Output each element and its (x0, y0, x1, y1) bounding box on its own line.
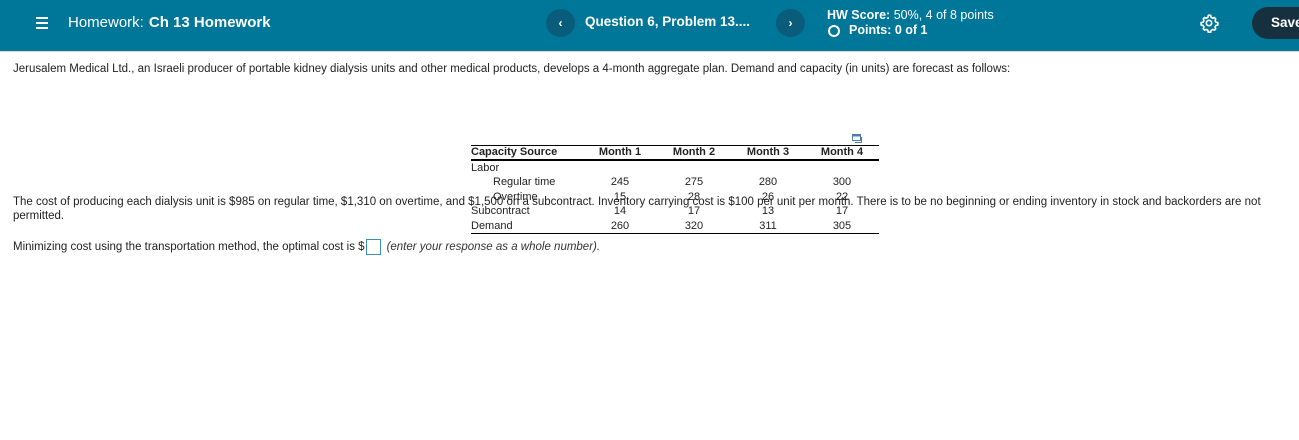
cell (657, 160, 731, 175)
row-label: Subcontract (471, 205, 530, 218)
status-circle-icon (828, 24, 840, 37)
cell: 275 (684, 176, 704, 189)
answer-line: Minimizing cost using the transportation… (13, 239, 600, 255)
chevron-right-icon: › (788, 16, 793, 30)
expand-table-icon[interactable] (852, 134, 863, 143)
cell: 15 (613, 190, 627, 203)
next-question-button[interactable]: › (776, 9, 805, 37)
hw-score-value: 50%, 4 of 8 points (893, 8, 994, 22)
cell: 22 (835, 190, 849, 203)
question-label[interactable]: Question 6, Problem 13.... (585, 14, 751, 29)
capacity-demand-table: Capacity Source Month 1 Month 2 Month 3 … (471, 145, 879, 234)
table-row-regular-time: Regular time 245 275 280 300 (471, 175, 879, 190)
cell: 320 (657, 218, 731, 234)
optimal-cost-input[interactable] (365, 239, 381, 255)
table-row-overtime: Overtime 15 28 26 22 (471, 190, 879, 205)
top-bar: Homework: Ch 13 Homework ‹ Question 6, Pr… (0, 0, 1299, 52)
row-label: Regular time (493, 176, 556, 189)
header-capacity-source: Capacity Source (471, 145, 583, 161)
cell: 28 (687, 190, 701, 203)
answer-hint: (enter your response as a whole number). (386, 241, 601, 253)
cell: 14 (613, 205, 627, 218)
points-label: Points: (849, 23, 892, 37)
score-panel: HW Score: 50%, 4 of 8 points Points: 0 o… (827, 8, 994, 38)
cell: 260 (583, 218, 657, 234)
cell: 17 (687, 205, 701, 218)
hamburger-menu-icon[interactable] (34, 14, 52, 32)
row-label: Labor (471, 162, 500, 174)
problem-intro: Jerusalem Medical Ltd., an Israeli produ… (13, 63, 1011, 75)
save-button[interactable]: Save (1252, 7, 1299, 39)
hw-score-label: HW Score: (827, 8, 891, 22)
hw-score: HW Score: 50%, 4 of 8 points (827, 8, 994, 23)
homework-title: Homework: Ch 13 Homework (68, 14, 271, 31)
cell: 300 (832, 176, 852, 189)
header-month-1: Month 1 (583, 145, 657, 161)
table-row-labor: Labor (471, 160, 879, 175)
cell: 17 (835, 205, 849, 218)
homework-prefix: Homework: (68, 14, 144, 31)
header-month-3: Month 3 (731, 145, 805, 161)
chevron-left-icon: ‹ (558, 16, 563, 30)
cell: 305 (805, 218, 879, 234)
row-label: Demand (471, 218, 583, 234)
previous-question-button[interactable]: ‹ (546, 9, 575, 37)
row-label: Overtime (493, 190, 538, 203)
cell: 245 (610, 176, 630, 189)
header-month-2: Month 2 (657, 145, 731, 161)
points: Points: 0 of 1 (827, 23, 994, 38)
cell (731, 160, 805, 175)
gear-icon[interactable] (1199, 13, 1219, 33)
cell (805, 160, 879, 175)
cell (583, 160, 657, 175)
cell: 26 (761, 190, 775, 203)
answer-prefix: Minimizing cost using the transportation… (13, 241, 365, 253)
cell: 13 (761, 205, 775, 218)
cost-description: The cost of producing each dialysis unit… (13, 196, 1261, 222)
table-row-subcontract: Subcontract 14 17 13 17 (471, 204, 879, 219)
table-row-demand: Demand 260 320 311 305 (471, 218, 879, 234)
cell: 280 (758, 176, 778, 189)
points-value: 0 of 1 (894, 23, 928, 37)
table-header-row: Capacity Source Month 1 Month 2 Month 3 … (471, 145, 879, 161)
header-month-4: Month 4 (805, 145, 879, 161)
cell: 311 (731, 218, 805, 234)
homework-name: Ch 13 Homework (148, 14, 271, 31)
